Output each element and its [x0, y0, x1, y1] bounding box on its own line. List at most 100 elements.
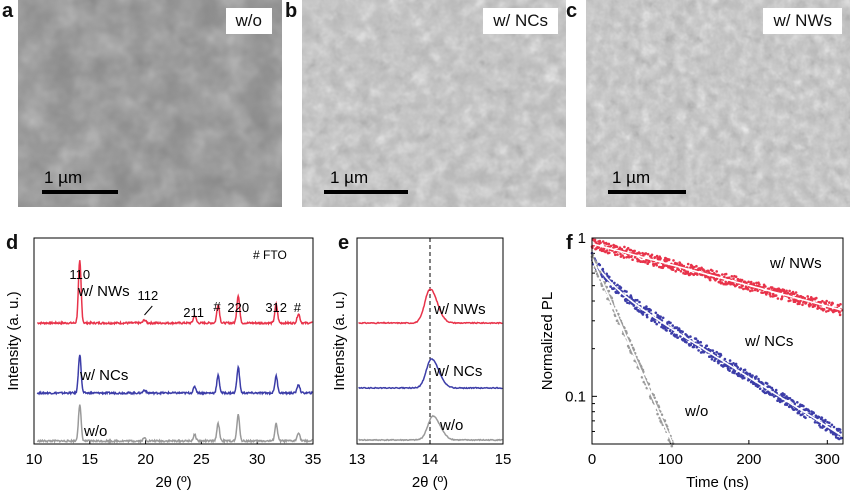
xrd-peak-line [358, 287, 503, 325]
pl-data-point [765, 382, 769, 385]
pl-data-point [645, 315, 649, 319]
pl-data-point [681, 330, 684, 333]
pl-data-point [830, 423, 834, 427]
pl-data-point [742, 287, 745, 291]
pl-data-point [627, 346, 631, 349]
pl-data-point [767, 287, 771, 290]
pl-fit-line [591, 257, 842, 436]
pl-data-point [755, 281, 758, 285]
pl-data-point [739, 367, 743, 370]
x-tick-label: 200 [736, 451, 761, 468]
pl-data-point [603, 281, 607, 284]
x-tick-label: 25 [193, 451, 210, 468]
chart-xrd-full: 10 15 20 25 30 35 2θ (º) Intensity (a. u.) # FTO… [5, 237, 322, 491]
pl-data-point [665, 329, 668, 332]
pl-data-point [692, 265, 696, 269]
pl-data-point [623, 326, 626, 330]
pl-data-point [824, 301, 828, 305]
pl-data-point [598, 271, 602, 274]
pl-data-point [746, 372, 749, 375]
pl-data-point [828, 301, 831, 304]
pl-data-point [711, 269, 714, 273]
pl-data-point [736, 366, 740, 369]
pl-data-point [700, 266, 703, 270]
pl-data-point [723, 275, 726, 279]
pl-data-point [779, 290, 783, 293]
pl-data-point [809, 303, 812, 307]
x-tick-label: 10 [26, 451, 43, 468]
pl-data-point [815, 296, 818, 300]
pl-data-point [652, 264, 655, 267]
pl-data-point [608, 275, 611, 279]
pl-data-point [821, 419, 825, 422]
pl-data-point [619, 252, 622, 256]
pl-data-point [832, 425, 836, 429]
panel-letter-e: e [338, 232, 350, 254]
pl-data-point [605, 249, 609, 252]
pl-data-point [838, 311, 841, 314]
sem-label-nws: w/ NWs [763, 8, 842, 34]
pl-data-point [730, 275, 734, 278]
pl-data-point [718, 274, 721, 277]
pl-data-point [728, 369, 731, 372]
pl-data-point [732, 362, 735, 365]
sem-grain-texture-b [302, 0, 566, 207]
pl-data-point [615, 245, 619, 249]
pl-data-point [632, 304, 636, 307]
pl-data-point [785, 289, 788, 293]
pl-data-point [628, 339, 632, 342]
pl-data-point [801, 303, 804, 307]
pl-data-point [661, 316, 665, 320]
pl-data-point [619, 286, 623, 289]
pl-data-point [675, 326, 679, 329]
pl-data-point [593, 238, 597, 242]
pl-data-point [785, 395, 788, 398]
pl-data-point [686, 335, 690, 339]
scale-bar [608, 190, 686, 194]
pl-data-point [678, 262, 682, 265]
pl-data-point [618, 246, 622, 249]
pl-data-point [806, 295, 809, 298]
pl-data-point [839, 303, 842, 306]
pl-data-point [659, 315, 662, 318]
pl-data-point [622, 256, 626, 259]
pl-data-point [758, 387, 762, 390]
panel-letter-d: d [6, 232, 19, 254]
pl-data-point [764, 285, 767, 288]
pl-data-point [605, 242, 608, 246]
pl-data-point [644, 260, 647, 264]
pl-data-point [674, 270, 677, 273]
pl-data-point [657, 405, 661, 409]
peak-annotation: 110 [69, 267, 90, 282]
x-tick-label: 15 [495, 451, 512, 468]
pl-data-point [625, 331, 628, 335]
pl-data-point [761, 291, 765, 294]
sem-label-wo: w/o [225, 8, 272, 34]
pl-data-point [817, 415, 821, 419]
pl-data-point [594, 269, 598, 273]
series-label: w/o [684, 403, 708, 420]
sem-label-ncs: w/ NCs [483, 8, 558, 34]
pl-data-point [616, 253, 619, 256]
xrd-pattern-line [37, 260, 313, 326]
pl-data-point [623, 245, 626, 249]
pl-data-point [786, 291, 790, 295]
pl-data-point [822, 308, 826, 311]
fto-note: # FTO [253, 248, 287, 262]
pl-data-point [601, 240, 605, 243]
pl-data-point [647, 382, 651, 386]
panel-letter-f: f [566, 232, 573, 254]
pl-data-point [660, 413, 664, 416]
pl-data-point [822, 425, 826, 428]
pl-data-point [776, 297, 780, 300]
peak-annotation: 220 [227, 300, 249, 315]
pl-data-point [626, 301, 629, 304]
pl-data-point [648, 260, 651, 263]
pl-data-point [804, 301, 808, 305]
pl-data-point [784, 291, 787, 295]
series-label: w/ NWs [769, 255, 822, 272]
x-tick-label: 35 [305, 451, 322, 468]
y-axis-label: Intensity (a. u.) [5, 291, 22, 390]
pl-data-point [792, 400, 795, 403]
pl-data-point [630, 343, 633, 347]
